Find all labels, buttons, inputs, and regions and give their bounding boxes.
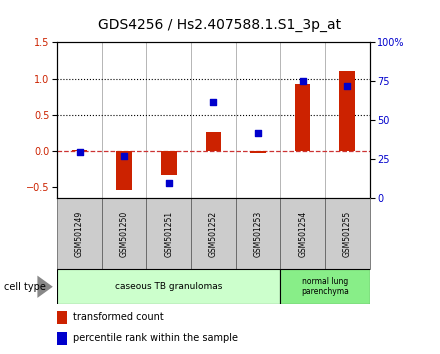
Bar [102,198,147,269]
Bar [236,198,280,269]
Bar [57,332,66,345]
Text: GDS4256 / Hs2.407588.1.S1_3p_at: GDS4256 / Hs2.407588.1.S1_3p_at [99,18,341,32]
Bar [205,132,221,151]
Text: GSM501255: GSM501255 [343,211,352,257]
Point [165,180,172,185]
Text: GSM501252: GSM501252 [209,211,218,257]
Text: GSM501250: GSM501250 [120,211,128,257]
Point [76,149,83,154]
Text: GSM501251: GSM501251 [164,211,173,257]
Bar [325,198,370,269]
Point [254,130,261,136]
Point [344,83,351,89]
Point [121,153,128,159]
Text: caseous TB granulomas: caseous TB granulomas [115,282,223,291]
Text: cell type: cell type [4,282,46,292]
Text: transformed count: transformed count [73,312,164,322]
Text: percentile rank within the sample: percentile rank within the sample [73,333,238,343]
Bar [340,72,355,151]
Bar [57,198,102,269]
Bar [280,269,370,304]
Bar [295,84,311,151]
Bar [57,269,280,304]
Bar [72,150,87,151]
Bar [280,198,325,269]
Text: GSM501254: GSM501254 [298,211,307,257]
Bar [191,198,236,269]
Bar [250,151,266,153]
Bar [116,151,132,189]
Point [210,99,217,104]
Point [299,79,306,84]
Bar [147,198,191,269]
Text: normal lung
parenchyma: normal lung parenchyma [301,277,349,296]
Text: GSM501253: GSM501253 [253,211,263,257]
Text: GSM501249: GSM501249 [75,211,84,257]
Bar [57,311,66,324]
Polygon shape [37,275,53,298]
Bar [161,151,176,175]
